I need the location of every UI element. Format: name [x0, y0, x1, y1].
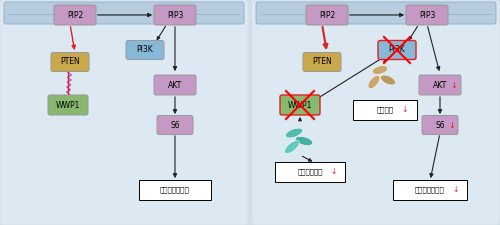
- FancyBboxPatch shape: [406, 5, 448, 25]
- FancyBboxPatch shape: [378, 40, 416, 59]
- Text: S6: S6: [170, 121, 180, 130]
- FancyBboxPatch shape: [353, 100, 417, 120]
- FancyBboxPatch shape: [303, 52, 341, 72]
- Ellipse shape: [286, 128, 302, 138]
- FancyBboxPatch shape: [51, 52, 89, 72]
- Text: WWP1: WWP1: [288, 101, 312, 110]
- Text: PI3K: PI3K: [136, 45, 154, 54]
- Text: S6: S6: [435, 121, 445, 130]
- Text: ユビキチン化: ユビキチン化: [297, 169, 323, 175]
- Ellipse shape: [295, 137, 313, 146]
- Text: ↓: ↓: [402, 106, 408, 115]
- FancyBboxPatch shape: [419, 75, 461, 95]
- FancyBboxPatch shape: [393, 180, 467, 200]
- Text: ↓: ↓: [450, 81, 458, 90]
- Text: PIP3: PIP3: [419, 11, 435, 20]
- FancyBboxPatch shape: [154, 75, 196, 95]
- Text: ↓: ↓: [331, 167, 337, 176]
- Text: PI3K: PI3K: [388, 45, 406, 54]
- FancyBboxPatch shape: [154, 5, 196, 25]
- FancyBboxPatch shape: [48, 95, 88, 115]
- Text: AKT: AKT: [433, 81, 447, 90]
- FancyBboxPatch shape: [275, 162, 345, 182]
- FancyBboxPatch shape: [157, 115, 193, 135]
- Ellipse shape: [368, 75, 380, 89]
- Text: ↓: ↓: [453, 185, 459, 194]
- FancyBboxPatch shape: [280, 95, 320, 115]
- FancyBboxPatch shape: [256, 2, 496, 24]
- Ellipse shape: [284, 140, 300, 153]
- FancyBboxPatch shape: [126, 40, 164, 59]
- FancyBboxPatch shape: [54, 5, 96, 25]
- Text: PIP2: PIP2: [319, 11, 335, 20]
- Ellipse shape: [372, 66, 388, 74]
- Text: 細胞増殖・生存: 細胞増殖・生存: [415, 187, 445, 193]
- Text: PTEN: PTEN: [312, 58, 332, 67]
- Text: WWP1: WWP1: [56, 101, 80, 110]
- FancyBboxPatch shape: [306, 5, 348, 25]
- FancyBboxPatch shape: [0, 0, 248, 225]
- Text: 細胞増殖・生存: 細胞増殖・生存: [160, 187, 190, 193]
- Ellipse shape: [380, 75, 396, 85]
- FancyBboxPatch shape: [139, 180, 211, 200]
- FancyBboxPatch shape: [252, 0, 500, 225]
- FancyBboxPatch shape: [4, 2, 244, 24]
- Text: PTEN: PTEN: [60, 58, 80, 67]
- Text: ↓: ↓: [448, 121, 456, 130]
- Text: 酵素活性: 酵素活性: [376, 107, 394, 113]
- FancyBboxPatch shape: [422, 115, 458, 135]
- Text: PIP2: PIP2: [67, 11, 83, 20]
- Text: PIP3: PIP3: [167, 11, 183, 20]
- Text: AKT: AKT: [168, 81, 182, 90]
